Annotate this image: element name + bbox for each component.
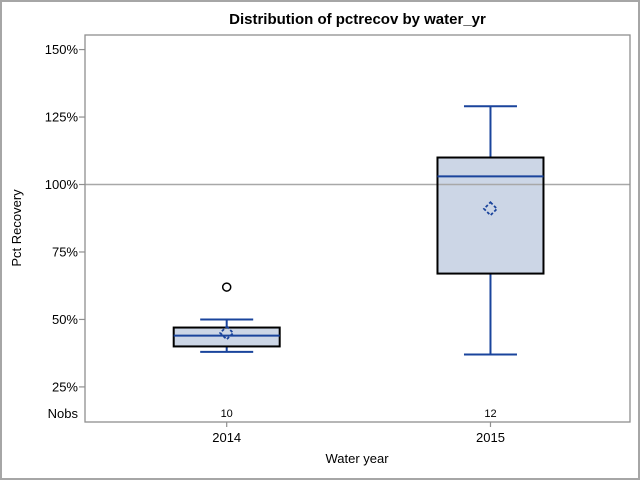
y-axis-label: Pct Recovery <box>9 189 24 267</box>
nobs-value-2014: 10 <box>221 408 233 420</box>
nobs-row-label: Nobs <box>48 406 79 421</box>
mean-marker-2015 <box>482 201 499 217</box>
mean-marker-2014 <box>218 325 235 341</box>
plot-elements: 25% 50% 75% 100% 125% 150% 10 2014 12 2015 <box>45 34 631 445</box>
plot-area-border <box>84 34 631 423</box>
y-tick-label: 50% <box>52 312 78 327</box>
y-tick-label: 100% <box>45 177 79 192</box>
y-tick-label: 25% <box>52 379 78 394</box>
x-axis-label: Water year <box>325 451 389 466</box>
y-tick-label: 75% <box>52 244 78 259</box>
y-tick-label: 150% <box>45 42 79 57</box>
x-tick-label-2014: 2014 <box>212 430 241 445</box>
chart-title: Distribution of pctrecov by water_yr <box>229 11 486 28</box>
nobs-value-2015: 12 <box>484 408 496 420</box>
outlier-point-2014 <box>221 282 232 292</box>
x-tick-label-2015: 2015 <box>476 430 505 445</box>
box-2015 <box>436 156 545 275</box>
y-tick-label: 125% <box>45 110 79 125</box>
box-fill-2015 <box>437 157 544 274</box>
box-fill-2014 <box>173 327 280 347</box>
